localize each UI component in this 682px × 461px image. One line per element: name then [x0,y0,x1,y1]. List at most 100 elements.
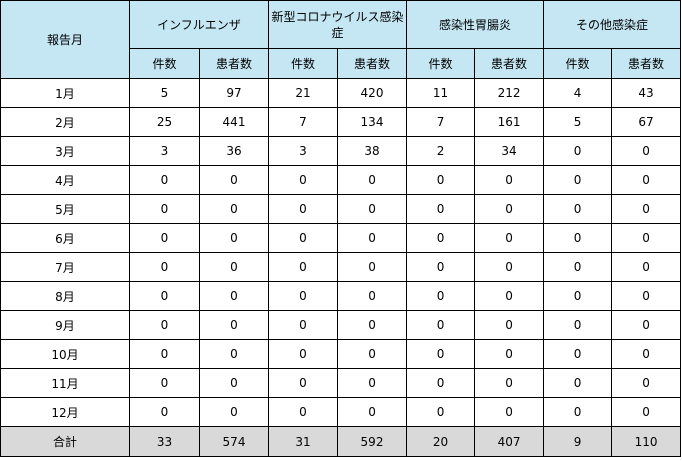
patients-cell: 0 [336,339,408,369]
cases-cell: 0 [268,165,338,195]
cases-cell: 7 [406,107,476,137]
patients-cell: 0 [474,194,545,224]
patients-cell: 0 [199,397,269,427]
month-cell: 10月 [0,339,130,369]
cases-cell: 0 [406,165,476,195]
cases-cell: 0 [129,310,200,340]
total-label: 合計 [0,426,130,457]
total-cell: 20 [406,426,476,457]
patients-cell: 0 [611,310,682,340]
group-header-covid: 新型コロナウイルス感染症 [267,0,408,49]
subheader-cases: 件数 [543,48,613,79]
cases-cell: 0 [129,252,200,282]
patients-cell: 0 [336,368,408,398]
patients-cell: 0 [474,310,545,340]
table-row: 2月 25 441 7 134 7 161 5 67 [0,107,682,137]
cases-cell: 0 [543,165,613,195]
cases-cell: 0 [268,281,338,311]
table-row: 8月 0 0 0 0 0 0 0 0 [0,281,682,311]
patients-cell: 134 [336,107,408,137]
patients-cell: 0 [199,165,269,195]
month-cell: 1月 [0,78,130,108]
month-cell: 7月 [0,252,130,282]
table-row: 5月 0 0 0 0 0 0 0 0 [0,194,682,224]
total-cell: 407 [474,426,545,457]
patients-cell: 0 [474,223,545,253]
patients-cell: 34 [474,136,545,166]
patients-cell: 0 [611,136,682,166]
patients-cell: 420 [336,78,408,108]
patients-cell: 0 [611,368,682,398]
month-cell: 8月 [0,281,130,311]
patients-cell: 0 [611,165,682,195]
table-row: 9月 0 0 0 0 0 0 0 0 [0,310,682,340]
cases-cell: 4 [543,78,613,108]
subheader-patients: 患者数 [336,48,408,79]
cases-cell: 0 [543,194,613,224]
patients-cell: 0 [611,281,682,311]
table-row: 4月 0 0 0 0 0 0 0 0 [0,165,682,195]
cases-cell: 0 [268,310,338,340]
patients-cell: 0 [474,281,545,311]
subheader-cases: 件数 [406,48,476,79]
month-header: 報告月 [0,0,130,79]
cases-cell: 0 [268,252,338,282]
cases-cell: 0 [406,194,476,224]
cases-cell: 0 [268,339,338,369]
patients-cell: 0 [474,397,545,427]
patients-cell: 0 [199,310,269,340]
cases-cell: 0 [406,281,476,311]
patients-cell: 67 [611,107,682,137]
total-cell: 110 [611,426,682,457]
patients-cell: 0 [199,223,269,253]
patients-cell: 0 [199,368,269,398]
table-row: 1月 5 97 21 420 11 212 4 43 [0,78,682,108]
group-header-other: その他感染症 [543,0,682,49]
cases-cell: 0 [268,194,338,224]
patients-cell: 441 [199,107,269,137]
patients-cell: 212 [474,78,545,108]
total-cell: 592 [336,426,408,457]
cases-cell: 0 [406,310,476,340]
table-header: 報告月 インフルエンザ 新型コロナウイルス感染症 感染性胃腸炎 その他感染症 件… [0,0,682,79]
cases-cell: 0 [406,223,476,253]
patients-cell: 0 [474,368,545,398]
subheader-patients: 患者数 [474,48,545,79]
cases-cell: 5 [543,107,613,137]
cases-cell: 0 [129,339,200,369]
month-cell: 6月 [0,223,130,253]
cases-cell: 0 [406,339,476,369]
cases-cell: 25 [129,107,200,137]
cases-cell: 0 [406,397,476,427]
table-row: 3月 3 36 3 38 2 34 0 0 [0,136,682,166]
patients-cell: 161 [474,107,545,137]
patients-cell: 0 [336,310,408,340]
patients-cell: 0 [611,223,682,253]
cases-cell: 0 [543,397,613,427]
cases-cell: 5 [129,78,200,108]
cases-cell: 0 [268,368,338,398]
header-row-subheaders: 件数 患者数 件数 患者数 件数 患者数 件数 患者数 [1,48,682,79]
patients-cell: 97 [199,78,269,108]
cases-cell: 0 [406,368,476,398]
month-cell: 2月 [0,107,130,137]
patients-cell: 0 [336,165,408,195]
cases-cell: 0 [543,310,613,340]
patients-cell: 0 [199,339,269,369]
cases-cell: 0 [129,194,200,224]
cases-cell: 0 [268,397,338,427]
cases-cell: 0 [129,397,200,427]
month-cell: 11月 [0,368,130,398]
subheader-patients: 患者数 [199,48,269,79]
patients-cell: 0 [336,281,408,311]
cases-cell: 0 [129,281,200,311]
table-row: 11月 0 0 0 0 0 0 0 0 [0,368,682,398]
cases-cell: 0 [129,368,200,398]
cases-cell: 3 [129,136,200,166]
patients-cell: 0 [336,397,408,427]
total-cell: 33 [129,426,200,457]
patients-cell: 43 [611,78,682,108]
total-cell: 31 [268,426,338,457]
table-row: 7月 0 0 0 0 0 0 0 0 [0,252,682,282]
patients-cell: 0 [199,252,269,282]
